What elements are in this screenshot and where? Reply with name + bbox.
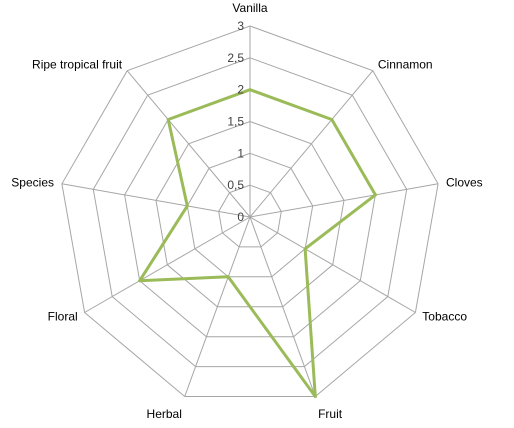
tick-labels: 0 0,5 1 1,5 2 2,5 3 [227,19,244,224]
grid-ring-6 [61,25,439,397]
data-point-fruit [313,395,317,398]
category-label-floral: Floral [48,310,78,324]
data-point-species [185,204,189,208]
spoke-2 [249,183,439,218]
tick-label-1: 0,5 [227,178,244,192]
grid-ring-5 [92,57,408,368]
tick-label-0: 0 [237,210,244,224]
spoke-4 [249,216,316,397]
category-label-herbal: Herbal [147,407,182,421]
category-labels: Vanilla Cinnamon Cloves Tobacco Fruit Herbal F… [11,1,482,421]
data-point-floral [138,279,142,283]
spoke-3 [249,216,416,313]
data-point-ripe-tropical-fruit [166,118,170,121]
spoke-8 [126,70,251,218]
tick-label-4: 2 [237,83,244,97]
series-line-0 [138,88,377,398]
data-point-tobacco [303,247,307,251]
category-label-cloves: Cloves [446,175,483,189]
grid [61,25,439,397]
data-point-herbal [226,275,230,279]
tick-label-5: 2,5 [227,51,244,65]
spoke-7 [61,183,251,218]
series-layer [138,88,377,398]
category-label-ripe-tropical-fruit: Ripe tropical fruit [32,58,123,72]
grid-ring-1 [218,184,282,248]
tick-label-6: 3 [237,19,244,33]
grid-ring-2 [186,152,314,278]
tick-label-2: 1 [237,146,244,160]
category-label-tobacco: Tobacco [422,310,467,324]
spoke-1 [249,70,374,218]
category-label-vanilla: Vanilla [232,1,267,15]
category-label-species: Species [11,175,54,189]
tick-label-3: 1,5 [227,115,244,129]
data-point-cinnamon [330,118,334,121]
category-label-fruit: Fruit [318,407,343,421]
spoke-6 [84,216,251,313]
data-point-cloves [373,193,377,197]
category-label-cinnamon: Cinnamon [378,58,433,72]
spoke-5 [184,216,251,397]
data-point-vanilla [248,88,252,92]
